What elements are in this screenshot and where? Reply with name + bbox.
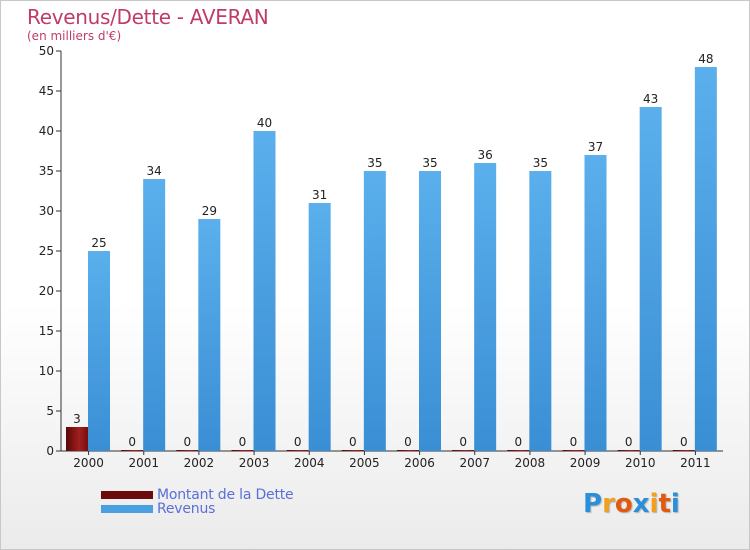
bar-debt-2003 xyxy=(231,450,254,451)
bar-revenus-2007 xyxy=(474,163,497,451)
chart-subtitle: (en milliers d'€) xyxy=(27,29,122,43)
bar-debt-2002 xyxy=(176,450,199,451)
bar-revenus-2005 xyxy=(363,171,386,451)
bar-debt-2007 xyxy=(452,450,475,451)
chart-title: Revenus/Dette - AVERAN xyxy=(27,5,269,29)
data-label-debt-2009: 0 xyxy=(570,435,578,449)
bar-revenus-2011 xyxy=(694,67,717,451)
data-label-debt-2001: 0 xyxy=(128,435,136,449)
bar-revenus-2009 xyxy=(584,155,607,451)
x-tick-label: 2002 xyxy=(184,456,215,470)
logo-letter: i xyxy=(670,489,680,519)
y-tick-label: 50 xyxy=(39,44,54,58)
data-labels: 3 25 0 34 0 29 0 40 0 31 0 35 0 35 0 36 0 35 0 37 0 43 0 48 xyxy=(73,52,713,449)
bar-revenus-2008 xyxy=(529,171,552,451)
data-label-revenus-2010: 43 xyxy=(643,92,658,106)
bar-revenus-2000 xyxy=(88,251,110,451)
data-label-revenus-2009: 37 xyxy=(588,140,603,154)
y-tick-label: 0 xyxy=(46,444,54,458)
y-tick-label: 35 xyxy=(39,164,54,178)
x-tick-label: 2010 xyxy=(625,456,656,470)
bar-revenus-2003 xyxy=(253,131,276,451)
y-tick-label: 20 xyxy=(39,284,54,298)
bar-revenus-2002 xyxy=(198,219,221,451)
data-label-revenus-2005: 35 xyxy=(367,156,382,170)
data-label-debt-2007: 0 xyxy=(459,435,467,449)
x-tick-label: 2005 xyxy=(349,456,380,470)
bar-debt-2000 xyxy=(66,427,88,451)
data-label-debt-2003: 0 xyxy=(239,435,247,449)
data-label-revenus-2000: 25 xyxy=(91,236,106,250)
y-tick-label: 45 xyxy=(39,84,54,98)
logo-letter: r xyxy=(602,489,615,519)
legend-label-revenus: Revenus xyxy=(157,501,216,517)
data-label-revenus-2006: 35 xyxy=(422,156,437,170)
data-label-debt-2000: 3 xyxy=(73,412,81,426)
data-label-revenus-2002: 29 xyxy=(202,204,217,218)
data-label-revenus-2007: 36 xyxy=(478,148,493,162)
data-label-revenus-2011: 48 xyxy=(698,52,713,66)
logo-letter: P xyxy=(583,489,603,519)
logo-letter: x xyxy=(632,489,650,519)
y-tick-label: 15 xyxy=(39,324,54,338)
data-label-debt-2008: 0 xyxy=(515,435,523,449)
legend-label-debt: Montant de la Dette xyxy=(157,487,294,503)
logo-letter: o xyxy=(614,489,633,519)
y-tick-label: 10 xyxy=(39,364,54,378)
y-tick-label: 5 xyxy=(46,404,54,418)
data-label-revenus-2003: 40 xyxy=(257,116,272,130)
data-label-revenus-2008: 35 xyxy=(533,156,548,170)
data-label-debt-2006: 0 xyxy=(404,435,412,449)
x-tick-label: 2007 xyxy=(459,456,490,470)
y-tick-label: 25 xyxy=(39,244,54,258)
data-label-debt-2011: 0 xyxy=(680,435,688,449)
x-tick-label: 2011 xyxy=(680,456,711,470)
x-tick-label: 2009 xyxy=(570,456,601,470)
bar-debt-2004 xyxy=(286,450,309,451)
x-tick-label: 2006 xyxy=(404,456,435,470)
x-tick-label: 2008 xyxy=(515,456,546,470)
data-label-debt-2005: 0 xyxy=(349,435,357,449)
y-tick-label: 30 xyxy=(39,204,54,218)
logo-letter: t xyxy=(658,489,671,519)
data-label-revenus-2001: 34 xyxy=(147,164,162,178)
x-tick-label: 2000 xyxy=(73,456,104,470)
legend-swatch-debt xyxy=(101,491,153,499)
legend-item-revenus: Revenus xyxy=(101,501,215,517)
bar-debt-2006 xyxy=(397,450,419,451)
bar-debt-2008 xyxy=(507,450,530,451)
data-label-revenus-2004: 31 xyxy=(312,188,327,202)
x-tick-label: 2001 xyxy=(128,456,159,470)
legend-swatch-revenus xyxy=(101,505,153,513)
bar-debt-2010 xyxy=(617,450,640,451)
proxiti-logo: Proxiti xyxy=(583,489,680,519)
bar-debt-2011 xyxy=(672,450,695,451)
bar-debt-2005 xyxy=(341,450,364,451)
bar-debt-2001 xyxy=(121,450,144,451)
bar-revenus-2010 xyxy=(639,107,662,451)
data-label-debt-2002: 0 xyxy=(184,435,192,449)
bars xyxy=(66,67,717,451)
x-tick-label: 2004 xyxy=(294,456,325,470)
data-label-debt-2010: 0 xyxy=(625,435,633,449)
y-tick-label: 40 xyxy=(39,124,54,138)
legend-item-debt: Montant de la Dette xyxy=(101,487,294,503)
bar-revenus-2001 xyxy=(143,179,166,451)
logo-letter: i xyxy=(649,489,659,519)
bar-debt-2009 xyxy=(562,450,585,451)
bar-revenus-2006 xyxy=(419,171,441,451)
data-label-debt-2004: 0 xyxy=(294,435,302,449)
x-tick-label: 2003 xyxy=(239,456,270,470)
bar-revenus-2004 xyxy=(308,203,331,451)
